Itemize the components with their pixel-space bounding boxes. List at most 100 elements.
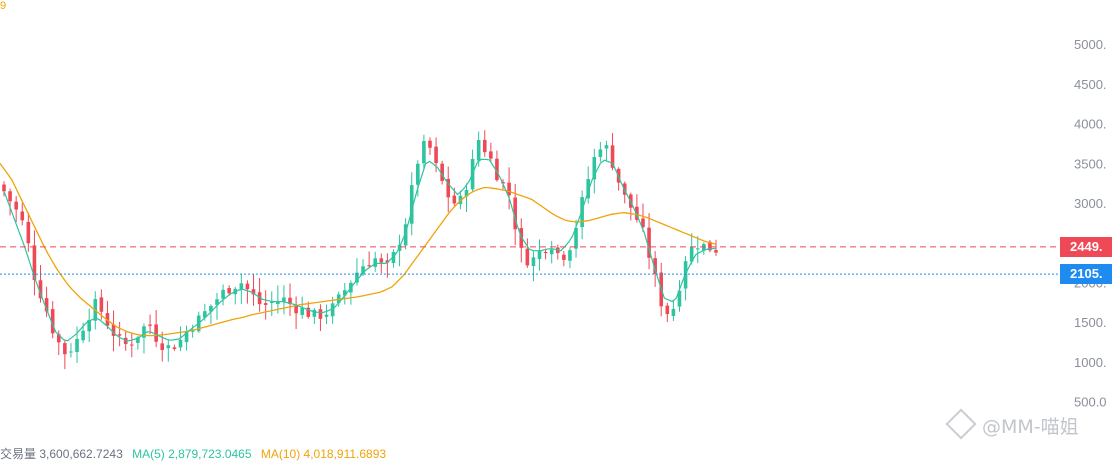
candle [69, 343, 73, 358]
price-chart[interactable]: 5000.4500.4000.3500.3000.2000.1500.1000.… [0, 0, 1112, 451]
candle [714, 239, 718, 256]
current-price-tag: 2449. [1060, 236, 1112, 257]
candle [598, 141, 603, 162]
candle [178, 326, 183, 352]
candle [282, 285, 286, 315]
candle [166, 340, 171, 362]
candle [549, 240, 554, 264]
candle [525, 238, 530, 268]
y-tick-label: 1500. [1074, 315, 1107, 330]
candle [562, 251, 566, 267]
candle [440, 160, 444, 185]
candle [373, 251, 378, 272]
candle [537, 239, 542, 271]
y-tick-label: 3000. [1074, 196, 1107, 211]
candle [635, 194, 639, 223]
watermark-logo-icon [945, 408, 977, 440]
candle [257, 278, 262, 312]
candle [50, 301, 55, 339]
candle [519, 218, 524, 263]
candle [221, 284, 225, 306]
candle [482, 130, 487, 157]
candle [324, 304, 329, 325]
candle [269, 291, 274, 317]
candle [495, 150, 499, 182]
candle [63, 340, 67, 370]
indicator-legend: 交易量 3,600,662.7243 MA(5) 2,879,723.0465 … [0, 445, 386, 462]
candle [489, 142, 493, 162]
candle [695, 236, 700, 264]
candle [428, 137, 432, 155]
candle [629, 192, 633, 221]
candle [586, 166, 591, 204]
candle [26, 212, 31, 252]
candle [209, 304, 213, 324]
candle [14, 196, 18, 223]
candle [154, 310, 158, 348]
y-tick-label: 5000. [1074, 37, 1107, 52]
candle [464, 183, 469, 212]
candle [665, 302, 670, 322]
candle [44, 286, 49, 318]
y-tick-label: 3500. [1074, 156, 1107, 171]
y-tick-label: 500.0 [1074, 395, 1107, 410]
candle [604, 140, 609, 161]
candle [330, 296, 335, 324]
candle [123, 331, 128, 351]
candle [142, 323, 146, 354]
candle [507, 167, 511, 210]
candle [531, 251, 536, 282]
candle [422, 134, 426, 170]
candle [184, 325, 189, 351]
ma-long-line [0, 163, 717, 337]
candlestick-series [2, 130, 718, 370]
candle [294, 296, 298, 330]
candle [677, 280, 682, 312]
candle [367, 251, 371, 268]
candle [8, 188, 12, 216]
candle [349, 280, 353, 305]
candle [148, 314, 152, 335]
candle [117, 321, 122, 347]
ma-short-line [3, 158, 717, 342]
y-tick-label: 4500. [1074, 77, 1107, 92]
candle [233, 286, 238, 305]
candle [446, 166, 451, 213]
candle [172, 344, 177, 351]
y-tick-label: 4000. [1074, 117, 1107, 132]
watermark: @MM-喵姐 [945, 408, 1079, 440]
candle [263, 290, 268, 320]
watermark-text: @MM-喵姐 [982, 416, 1079, 438]
candle [355, 258, 359, 286]
candle [647, 213, 651, 270]
candle [38, 265, 43, 303]
price-axis: 5000.4500.4000.3500.3000.2000.1500.1000.… [1074, 37, 1107, 409]
candle [543, 248, 548, 260]
candle [87, 308, 91, 343]
candle [129, 333, 134, 358]
y-tick-label: 1000. [1074, 355, 1107, 370]
candle [20, 202, 25, 226]
candle [342, 282, 347, 305]
candle [580, 190, 584, 240]
reference-price-tag: 2105. [1060, 264, 1112, 285]
candle [568, 247, 572, 269]
volume-readout: 交易量 3,600,662.7243 [0, 447, 123, 461]
candle [416, 160, 420, 197]
candle [111, 310, 116, 352]
candle [227, 285, 231, 296]
candle [708, 239, 712, 253]
candle [409, 172, 414, 236]
candle [641, 203, 645, 232]
ma10-readout: MA(10) 4,018,911.6893 [260, 447, 387, 461]
candle [312, 307, 317, 324]
candle [251, 274, 256, 306]
top-corner-label: 9 [0, 0, 7, 12]
candle [318, 304, 323, 331]
candle [555, 244, 560, 260]
ma5-readout: MA(5) 2,879,723.0465 [132, 447, 252, 461]
candle [245, 280, 250, 304]
candle [32, 230, 37, 296]
candle [702, 242, 706, 255]
candle [689, 233, 694, 265]
